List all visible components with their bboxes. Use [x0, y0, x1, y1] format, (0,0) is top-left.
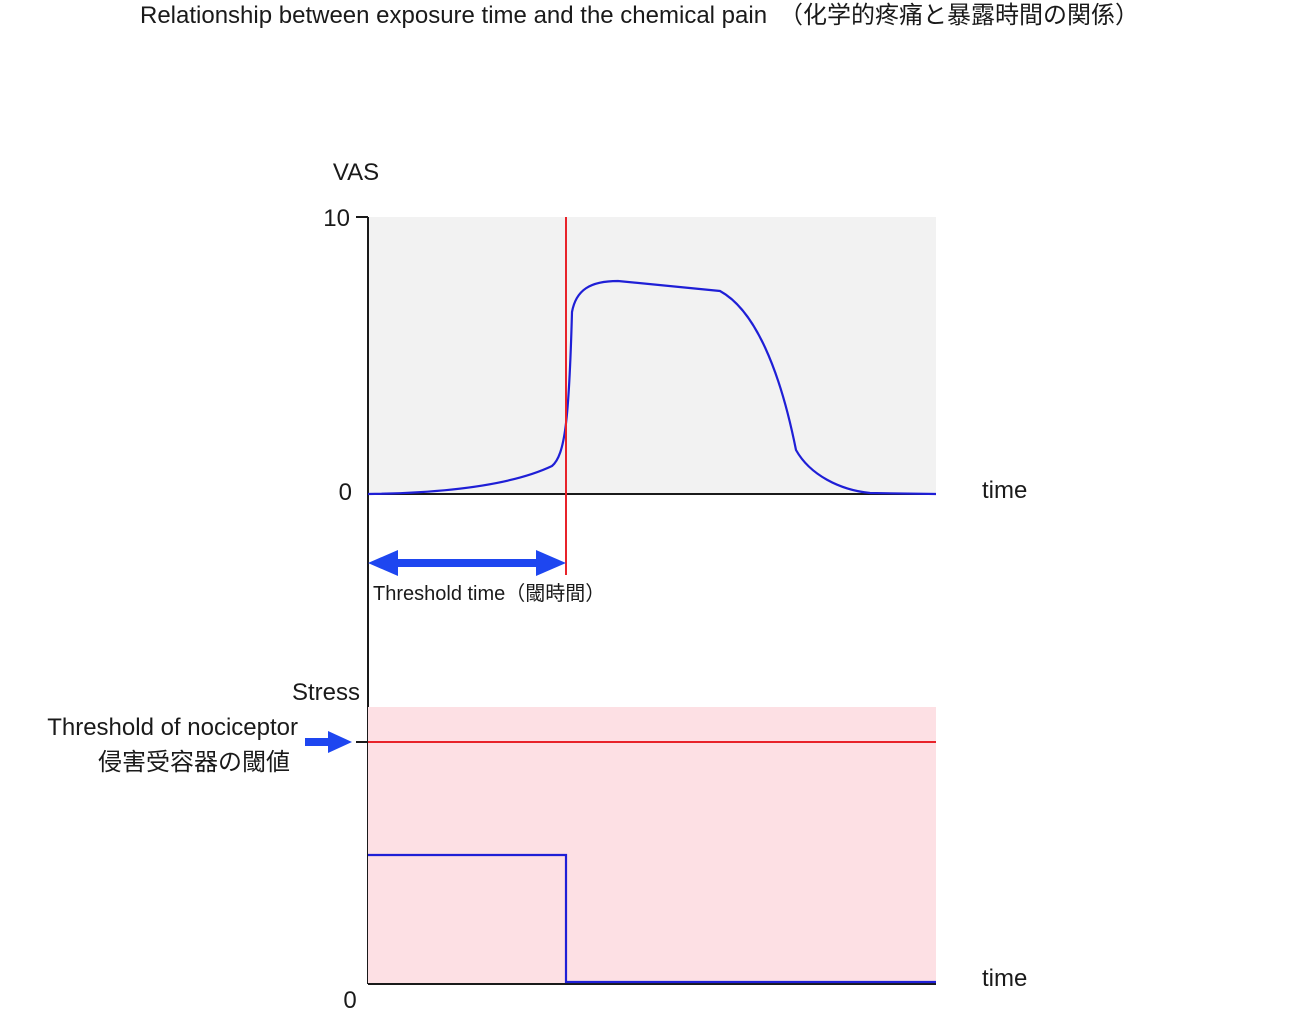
stress-axis-label: Stress — [292, 679, 360, 706]
stress-step-line — [368, 853, 936, 984]
nociceptor-threshold-pointer-arrow — [305, 731, 352, 753]
vas-axis-label: VAS — [333, 159, 379, 186]
figure-title: Relationship between exposure time and t… — [140, 2, 1140, 29]
vas-tick-0: 0 — [339, 479, 352, 506]
vas-panel-background — [368, 217, 936, 494]
vas-tick-10: 10 — [323, 205, 350, 232]
vas-pain-curve — [367, 279, 937, 496]
stress-time-axis-label: time — [982, 965, 1027, 992]
nociceptor-threshold-label-ja: 侵害受容器の閾値 — [98, 749, 290, 776]
threshold-time-label: Threshold time（閾時間） — [373, 582, 605, 605]
nociceptor-threshold-label-en: Threshold of nociceptor — [47, 714, 298, 741]
stress-tick-0: 0 — [343, 987, 356, 1014]
threshold-time-arrow — [368, 550, 566, 576]
vas-time-axis-label: time — [982, 477, 1027, 504]
stress-panel-background — [368, 707, 936, 984]
